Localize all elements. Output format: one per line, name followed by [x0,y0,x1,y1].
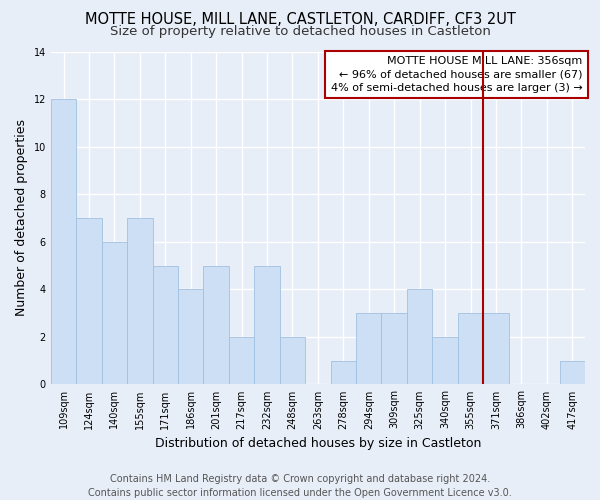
Text: Contains HM Land Registry data © Crown copyright and database right 2024.
Contai: Contains HM Land Registry data © Crown c… [88,474,512,498]
Bar [407,290,433,384]
Bar [483,313,509,384]
X-axis label: Distribution of detached houses by size in Castleton: Distribution of detached houses by size … [155,437,481,450]
Bar [76,218,101,384]
Bar [560,360,585,384]
Bar [356,313,382,384]
Bar [203,266,229,384]
Bar [127,218,152,384]
Bar [101,242,127,384]
Bar [458,313,483,384]
Bar [433,337,458,384]
Bar [51,99,76,384]
Bar [382,313,407,384]
Bar [254,266,280,384]
Bar [331,360,356,384]
Text: MOTTE HOUSE MILL LANE: 356sqm
← 96% of detached houses are smaller (67)
4% of se: MOTTE HOUSE MILL LANE: 356sqm ← 96% of d… [331,56,583,93]
Bar [229,337,254,384]
Text: MOTTE HOUSE, MILL LANE, CASTLETON, CARDIFF, CF3 2UT: MOTTE HOUSE, MILL LANE, CASTLETON, CARDI… [85,12,515,28]
Bar [280,337,305,384]
Bar [152,266,178,384]
Text: Size of property relative to detached houses in Castleton: Size of property relative to detached ho… [110,25,490,38]
Y-axis label: Number of detached properties: Number of detached properties [15,120,28,316]
Bar [178,290,203,384]
